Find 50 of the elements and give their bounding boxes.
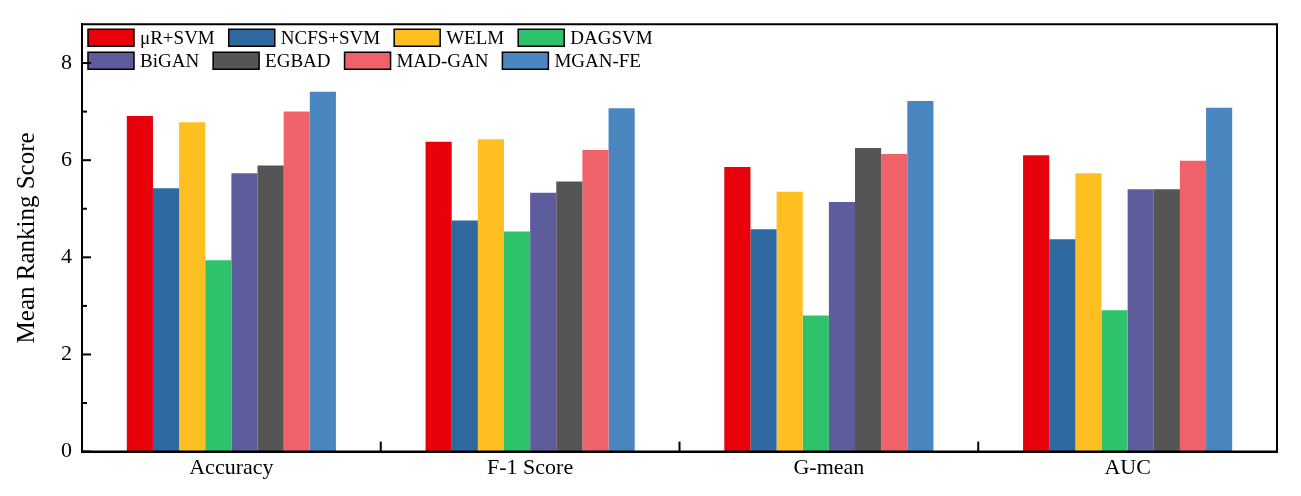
legend-label: μR+SVM [140, 26, 215, 48]
x-tick-label: F-1 Score [487, 453, 574, 479]
bar [1127, 189, 1154, 452]
bar [776, 191, 803, 452]
y-tick-label: 4 [61, 243, 72, 269]
bar [503, 231, 531, 452]
bar [724, 166, 751, 452]
bar [1153, 189, 1180, 452]
y-tick-label: 6 [61, 145, 72, 171]
legend-label: WELM [446, 26, 505, 48]
bar [231, 173, 258, 452]
x-tick-label: AUC [1104, 453, 1151, 479]
bar [309, 91, 336, 452]
bar [205, 260, 232, 452]
bar [152, 188, 180, 452]
bar [477, 139, 504, 452]
bar [425, 141, 452, 452]
bar [828, 201, 856, 452]
bar [907, 100, 934, 452]
bar [530, 192, 557, 452]
bar [802, 315, 829, 452]
bar [1206, 107, 1233, 452]
bar [1101, 310, 1128, 452]
legend-label: BiGAN [140, 49, 200, 71]
bar [1049, 239, 1076, 452]
bar [257, 165, 284, 452]
bar [1179, 160, 1207, 452]
legend-label: EGBAD [265, 49, 331, 71]
legend-label: MGAN-FE [554, 49, 641, 71]
legend-label: MAD-GAN [396, 49, 489, 71]
bar [1023, 155, 1050, 452]
legend-label: NCFS+SVM [280, 26, 381, 48]
bar [179, 122, 206, 452]
x-tick-label: G-mean [793, 453, 865, 479]
bar [451, 220, 478, 452]
y-tick-label: 2 [61, 340, 72, 366]
bar [750, 229, 777, 452]
bar [881, 153, 908, 452]
bar [556, 181, 583, 452]
y-axis-title: Mean Ranking Score [11, 132, 39, 344]
bar [283, 111, 310, 452]
bar [126, 115, 153, 452]
y-tick-label: 0 [61, 437, 72, 463]
bar [582, 149, 609, 452]
bar [608, 108, 635, 452]
bar [855, 148, 882, 452]
legend-label: DAGSVM [570, 26, 653, 48]
y-tick-label: 8 [61, 48, 72, 74]
bar [1075, 173, 1102, 452]
x-tick-label: Accuracy [189, 453, 274, 479]
